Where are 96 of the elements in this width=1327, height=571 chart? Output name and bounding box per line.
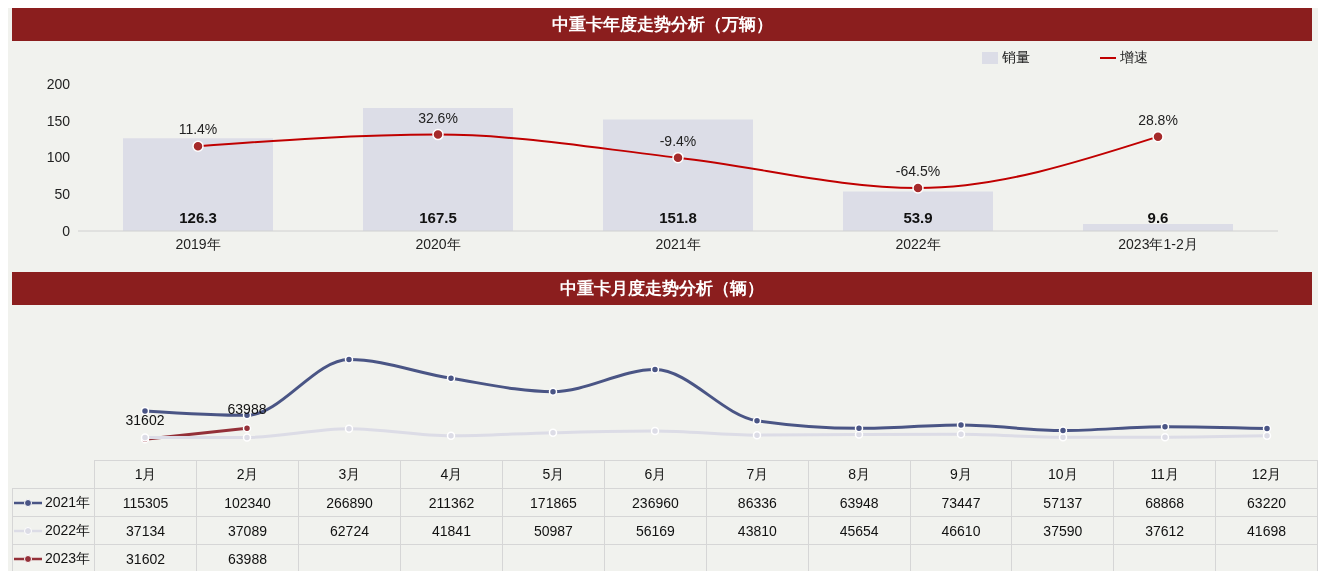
- point: [752, 416, 762, 425]
- x-tick-label: 9月: [910, 460, 1012, 489]
- point: [344, 355, 354, 364]
- data-label: 63988: [196, 544, 299, 571]
- x-tick-label: 1月: [94, 460, 197, 489]
- point: [912, 182, 924, 194]
- x-tick-label: 6月: [604, 460, 707, 489]
- point: [1262, 424, 1272, 433]
- data-label: 37612: [1113, 516, 1216, 545]
- data-label: 45654: [808, 516, 911, 545]
- data-label: 43810: [706, 516, 809, 545]
- data-label: -9.4%: [659, 132, 697, 149]
- y-tick-label: 150: [46, 112, 71, 129]
- data-label: 11.4%: [178, 121, 218, 138]
- point: [140, 406, 150, 416]
- point: [672, 151, 684, 164]
- point: [548, 428, 558, 437]
- data-label: 50987: [502, 516, 605, 545]
- point: [956, 429, 966, 439]
- data-label: 126.3: [179, 209, 217, 226]
- data-label: 167.5: [419, 209, 457, 226]
- x-tick-label: 8月: [808, 460, 911, 489]
- data-label: -64.5%: [895, 162, 941, 179]
- x-tick-label: 2023年1-2月: [1118, 235, 1198, 252]
- point: [1152, 130, 1164, 143]
- x-tick-label: 2022年: [895, 235, 941, 252]
- y-tick-label: 0: [62, 222, 71, 239]
- legend-label: 2021年: [12, 488, 95, 517]
- point: [956, 420, 966, 430]
- data-label: 37134: [94, 516, 197, 545]
- data-label: 63948: [808, 488, 911, 517]
- y-tick-label: 100: [46, 149, 71, 166]
- x-tick-label: 3月: [298, 460, 401, 489]
- data-label: 9.6: [1147, 209, 1169, 226]
- data-label: 56169: [604, 516, 707, 545]
- chart-title: 中重卡月度走势分析（辆）: [12, 272, 1312, 305]
- data-label: 53.9: [903, 209, 933, 226]
- point: [432, 128, 444, 141]
- data-label: 73447: [910, 488, 1012, 517]
- data-label: 68868: [1113, 488, 1216, 517]
- point: [344, 424, 354, 433]
- data-label: 102340: [196, 488, 299, 517]
- point: [650, 365, 660, 374]
- annotation: 31602: [125, 412, 165, 429]
- data-label: 41841: [400, 516, 503, 545]
- data-label: 86336: [706, 488, 809, 517]
- point: [1160, 432, 1170, 442]
- data-label: 266890: [298, 488, 401, 517]
- point: [752, 430, 762, 440]
- bar: [363, 107, 513, 231]
- data-label: 37089: [196, 516, 299, 545]
- x-tick-label: 10月: [1011, 460, 1114, 489]
- data-label: 115305: [94, 488, 197, 517]
- point: [1058, 426, 1068, 435]
- point: [242, 433, 252, 442]
- point: [192, 140, 204, 152]
- data-label: 37590: [1011, 516, 1114, 545]
- data-label: 28.8%: [1138, 111, 1178, 128]
- y-tick-label: 200: [46, 75, 71, 92]
- data-label: 151.8: [659, 209, 697, 226]
- x-tick-label: 11月: [1113, 460, 1216, 489]
- x-tick-label: 4月: [400, 460, 503, 489]
- data-label: 57137: [1011, 488, 1114, 517]
- point: [446, 431, 456, 441]
- legend-label: 2022年: [12, 516, 95, 545]
- data-label: 31602: [94, 544, 197, 571]
- point: [242, 424, 252, 433]
- x-tick-label: 5月: [502, 460, 605, 489]
- legend-label: 2023年: [12, 544, 95, 571]
- x-tick-label: 7月: [706, 460, 809, 489]
- data-label: 41698: [1215, 516, 1318, 545]
- point: [1160, 422, 1170, 431]
- data-label: 211362: [400, 488, 503, 517]
- point: [446, 374, 456, 383]
- data-label: 63220: [1215, 488, 1318, 517]
- x-tick-label: 2月: [196, 460, 299, 489]
- data-label: 236960: [604, 488, 707, 517]
- bar: [123, 138, 273, 231]
- point: [650, 426, 660, 436]
- data-label: 171865: [502, 488, 605, 517]
- bar: [843, 191, 993, 231]
- data-label: 32.6%: [418, 109, 458, 126]
- x-tick-label: 12月: [1215, 460, 1318, 489]
- legend-label: 销量: [1002, 49, 1030, 65]
- x-tick-label: 2021年: [655, 235, 701, 252]
- bar: [603, 119, 753, 231]
- point: [548, 387, 558, 396]
- annotation: 63988: [227, 401, 267, 418]
- x-tick-label: 2019年: [175, 235, 221, 252]
- y-tick-label: 50: [54, 186, 71, 203]
- point: [854, 424, 864, 433]
- data-label: 46610: [910, 516, 1012, 545]
- x-tick-label: 2020年: [415, 235, 461, 252]
- legend-label: 增速: [1120, 49, 1148, 65]
- chart-title: 中重卡年度走势分析（万辆）: [12, 8, 1312, 41]
- data-label: 62724: [298, 516, 401, 545]
